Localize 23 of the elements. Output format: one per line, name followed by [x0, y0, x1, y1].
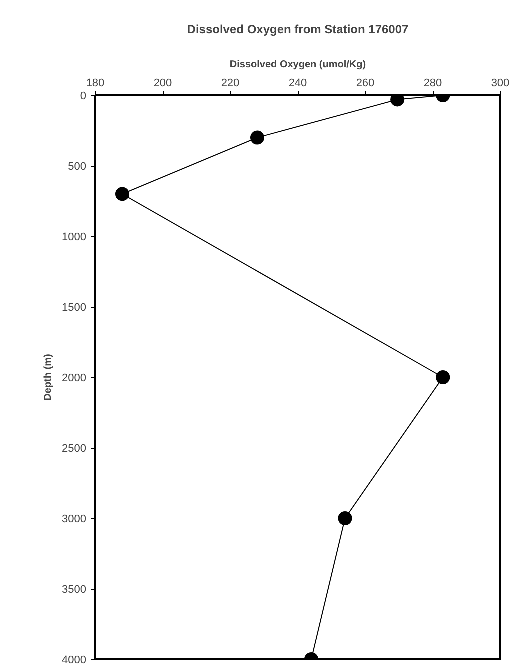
x-tick-label: 260 — [356, 78, 375, 90]
x-tick-label: 200 — [154, 78, 172, 90]
x-tick-label: 300 — [491, 78, 510, 90]
point — [338, 512, 352, 526]
y-tick-label: 3000 — [62, 514, 87, 526]
y-tick-label: 3500 — [62, 584, 87, 596]
point — [250, 130, 264, 145]
y-tick-label: 2500 — [62, 443, 87, 455]
x-axis-title: Dissolved Oxygen (umol/Kg) — [230, 60, 366, 70]
x-tick-label: 240 — [288, 78, 308, 90]
chart-title: Dissolved Oxygen from Station 176007 — [187, 22, 410, 36]
y-tick-label: 1500 — [62, 302, 87, 314]
y-tick-label: 4000 — [62, 654, 87, 666]
x-tick-label: 280 — [424, 78, 442, 90]
x-tick-label: 220 — [221, 78, 240, 90]
y-tick-label: 2000 — [62, 372, 87, 384]
y-tick-label: 500 — [68, 161, 87, 173]
point — [116, 187, 130, 202]
y-tick-label: 0 — [80, 90, 87, 102]
x-tick-label: 180 — [86, 78, 105, 90]
y-axis-title: Depth (m) — [43, 354, 54, 401]
point — [436, 370, 450, 384]
y-tick-label: 1000 — [62, 232, 87, 244]
